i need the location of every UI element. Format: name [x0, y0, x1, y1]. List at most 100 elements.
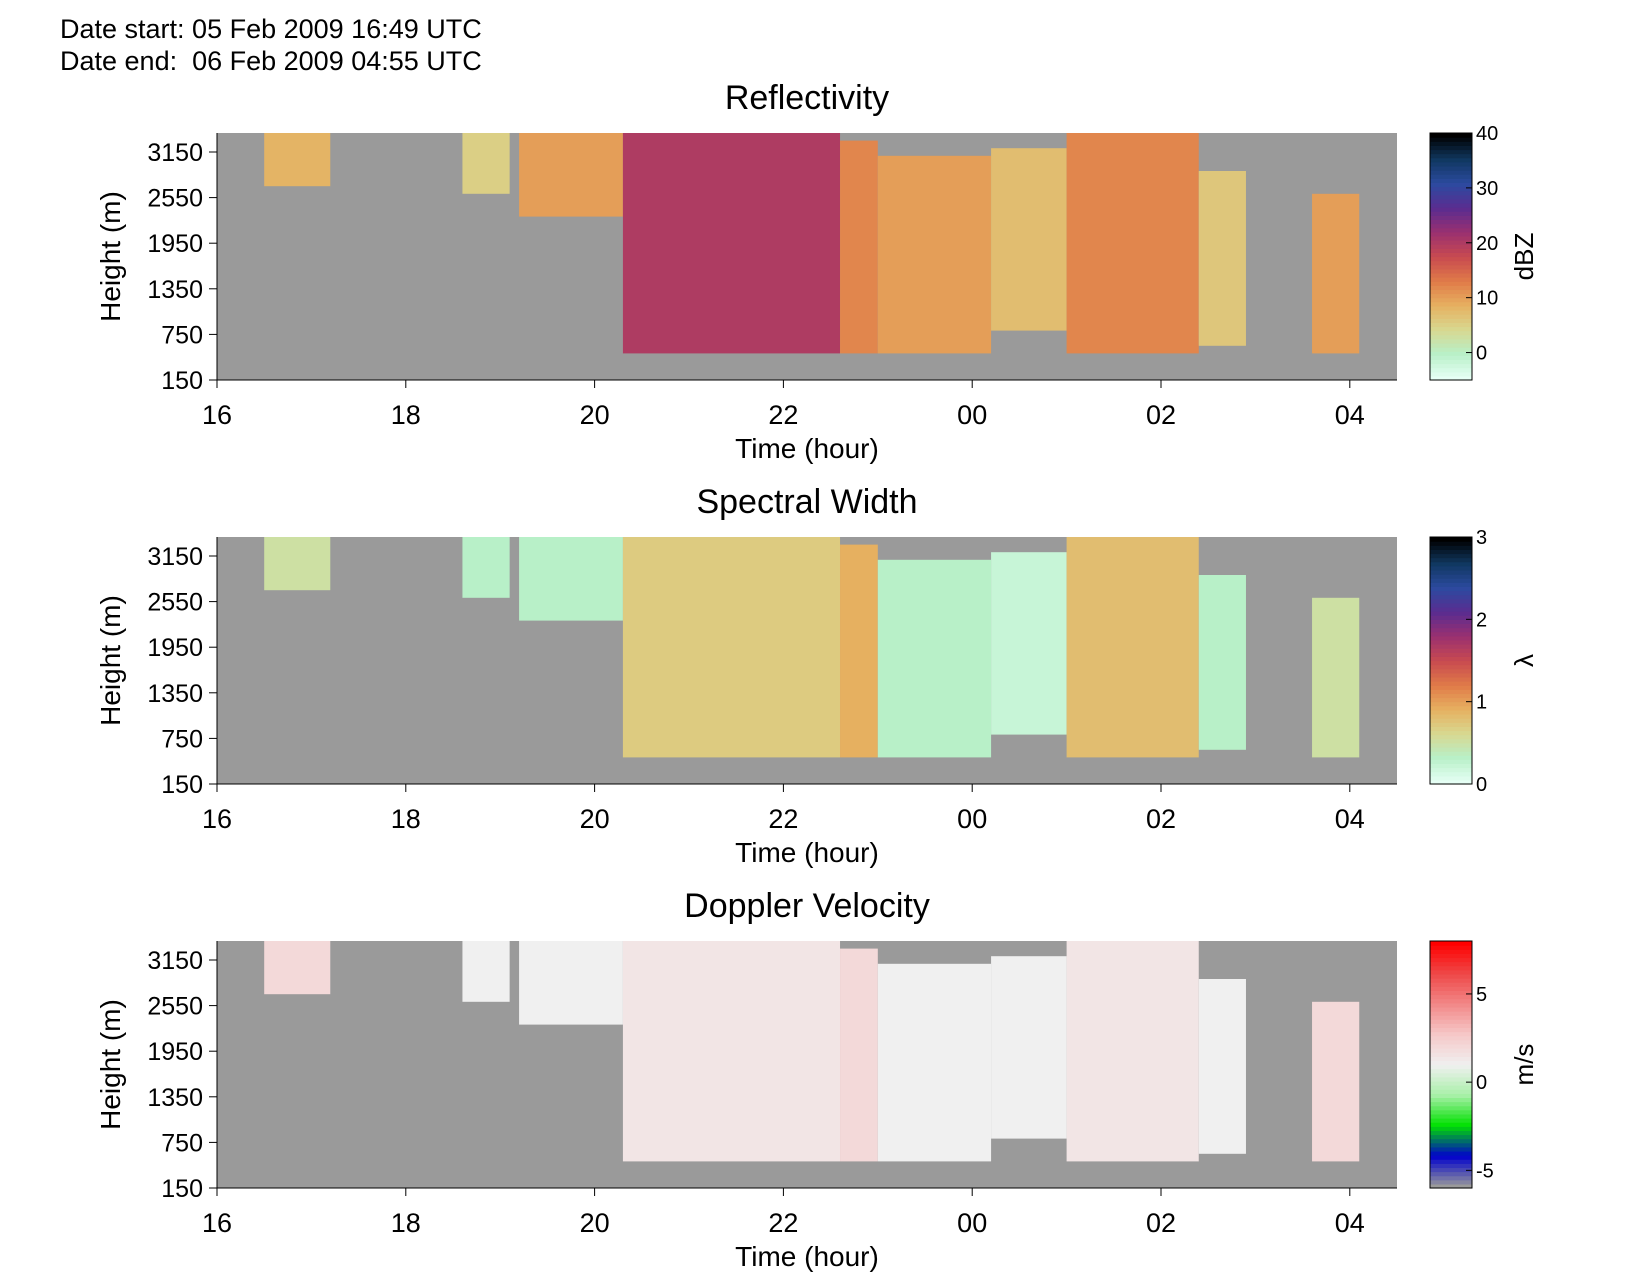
colorbar-segment: [1430, 1060, 1472, 1066]
colorbar-segment: [1430, 990, 1472, 996]
x-tick-label: 02: [1146, 400, 1176, 430]
colorbar-frame: [1429, 132, 1473, 381]
colorbar-segment: [1430, 557, 1472, 563]
colorbar-segment: [1430, 338, 1472, 344]
colorbar-tick-label: 0: [1476, 343, 1487, 365]
colorbar-segment: [1430, 235, 1472, 241]
colorbar-segment: [1430, 961, 1472, 967]
y-tick-label: 3150: [147, 543, 203, 571]
colorbar-tick-label: 2: [1476, 609, 1487, 631]
colorbar-segment: [1430, 656, 1472, 662]
echo-region-6: [877, 559, 992, 758]
colorbar-segment: [1430, 1101, 1472, 1107]
colorbar-segment: [1430, 1097, 1472, 1103]
x-tick-label: 18: [391, 400, 421, 430]
colorbar-segment: [1430, 644, 1472, 649]
colorbar-segment: [1430, 363, 1472, 369]
colorbar-segment: [1430, 664, 1472, 670]
x-tick-label: 02: [1146, 1208, 1176, 1238]
x-tick-label: 02: [1146, 804, 1176, 834]
colorbar-segment: [1430, 697, 1472, 703]
colorbar-segment: [1430, 949, 1472, 954]
echo-region-9: [1198, 979, 1246, 1154]
colorbar-segment: [1430, 1118, 1472, 1123]
colorbar-segment: [1430, 1080, 1472, 1086]
colorbar-segment: [1430, 157, 1472, 163]
colorbar-segment: [1430, 730, 1472, 736]
colorbar-segment: [1430, 145, 1472, 151]
colorbar-segment: [1430, 194, 1472, 200]
colorbar-segment: [1430, 1052, 1472, 1057]
colorbar-segment: [1430, 215, 1472, 221]
colorbar-segment: [1430, 1183, 1472, 1189]
colorbar-segment: [1430, 602, 1472, 608]
colorbar-segment: [1430, 1122, 1472, 1127]
echo-region-6: [877, 155, 992, 354]
colorbar-segment: [1430, 1035, 1472, 1041]
colorbar-segment: [1430, 219, 1472, 225]
colorbar-segment: [1430, 676, 1472, 682]
colorbar-segment: [1430, 965, 1472, 971]
colorbar-segment: [1430, 367, 1472, 373]
colorbar-segment: [1430, 1109, 1472, 1115]
echo-region-4: [622, 133, 841, 354]
colorbar-segment: [1430, 541, 1472, 546]
echo-region-1: [264, 941, 331, 995]
colorbar-segment: [1430, 652, 1472, 657]
y-tick-label: 3150: [147, 947, 203, 975]
colorbar-segment: [1430, 763, 1472, 769]
x-axis-label: Time (hour): [735, 1241, 879, 1272]
echo-region-5: [840, 140, 878, 354]
colorbar-segment: [1430, 973, 1472, 979]
colorbar-segment: [1430, 722, 1472, 727]
colorbar-segment: [1430, 207, 1472, 212]
colorbar-segment: [1430, 957, 1472, 963]
colorbar-segment: [1430, 1072, 1472, 1078]
colorbar-segment: [1430, 574, 1472, 579]
panel-reflectivity: Reflectivity 150 750 1350 1950 2550 3150 16 18 20…: [95, 79, 1539, 464]
colorbar-segment: [1430, 779, 1472, 785]
colorbar-segment: [1430, 285, 1472, 291]
echo-region-7: [991, 956, 1067, 1139]
colorbar-tick-label: 1: [1476, 692, 1487, 714]
y-tick-label: 750: [161, 1129, 203, 1157]
x-tick-label: 04: [1335, 400, 1365, 430]
x-tick-label: 18: [391, 1208, 421, 1238]
colorbar-segment: [1430, 371, 1472, 377]
date-end-label: Date end: 06 Feb 2009 04:55 UTC: [60, 46, 482, 76]
echo-region-1: [264, 133, 331, 187]
colorbar-segment: [1430, 775, 1472, 781]
y-tick-label: 150: [161, 771, 203, 799]
x-tick-label: 20: [580, 400, 610, 430]
y-tick-label: 2550: [147, 185, 203, 213]
colorbar-segment: [1430, 141, 1472, 146]
panel-spectral-width: Spectral Width 150 750 1350 1950 2550 3150 16 18…: [95, 483, 1539, 868]
colorbar-segment: [1430, 272, 1472, 278]
colorbar-segment: [1430, 1064, 1472, 1070]
colorbar-segment: [1430, 738, 1472, 744]
colorbar-segment: [1430, 1015, 1472, 1020]
colorbar-segment: [1430, 611, 1472, 616]
colorbar-segment: [1430, 1179, 1472, 1185]
panel-title: Spectral Width: [696, 483, 917, 521]
y-tick-label: 1350: [147, 276, 203, 304]
colorbar-segment: [1430, 586, 1472, 592]
colorbar-segment: [1430, 578, 1472, 583]
colorbar-segment: [1430, 714, 1472, 719]
colorbar-segment: [1430, 598, 1472, 604]
colorbar-segment: [1430, 1010, 1472, 1016]
colorbar-label: λ: [1509, 654, 1539, 667]
colorbar-tick-label: 3: [1476, 527, 1487, 549]
colorbar-segment: [1430, 1163, 1472, 1169]
colorbar-segment: [1430, 635, 1472, 641]
colorbar-segment: [1430, 660, 1472, 666]
colorbar-segment: [1430, 549, 1472, 555]
colorbar-segment: [1430, 945, 1472, 950]
colorbar-segment: [1430, 178, 1472, 183]
y-tick-label: 750: [161, 321, 203, 349]
colorbar-segment: [1430, 170, 1472, 175]
colorbar-segment: [1430, 569, 1472, 575]
colorbar-segment: [1430, 978, 1472, 983]
colorbar-segment: [1430, 137, 1472, 142]
colorbar-segment: [1430, 330, 1472, 336]
